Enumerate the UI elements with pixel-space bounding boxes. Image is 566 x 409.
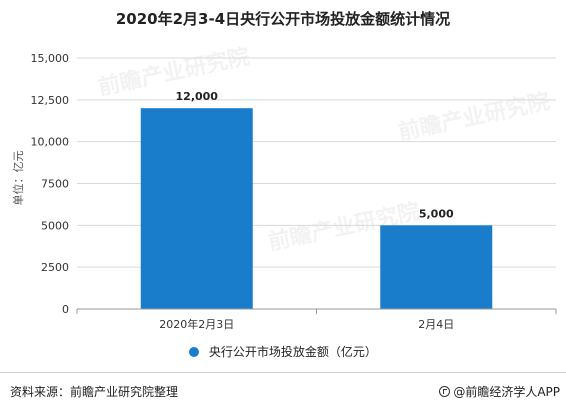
y-tick-label: 7500 [41, 178, 69, 191]
bars: 12,000 5,000 [140, 90, 493, 309]
watermark-3: 前瞻产业研究院 [396, 88, 552, 145]
source-note: 资料来源：前瞻产业研究院整理 [10, 385, 179, 399]
y-tick-label: 2500 [41, 261, 69, 274]
bar-data-label: 12,000 [176, 90, 219, 103]
qianzhan-logo-icon [439, 386, 451, 397]
x-tick-label: 2020年2月3日 [159, 317, 234, 331]
x-axis: 2020年2月3日 2月4日 [76, 308, 557, 331]
y-tick-label: 15,000 [31, 52, 70, 65]
footer-divider [0, 372, 566, 373]
legend-label: 央行公开市场投放金额（亿元） [208, 345, 377, 359]
chart-title: 2020年2月3-4日央行公开市场投放金额统计情况 [115, 10, 451, 28]
legend-marker [189, 346, 200, 357]
y-tick-label: 5000 [41, 219, 69, 232]
brand-credit: @前瞻经济学人APP [439, 383, 560, 400]
y-tick-label: 12,500 [31, 94, 70, 107]
legend: 央行公开市场投放金额（亿元） [0, 343, 566, 360]
y-axis-ticks: 0 2500 5000 7500 10,000 12,500 15,000 [31, 52, 70, 316]
y-tick-label: 0 [62, 303, 69, 316]
bar [380, 225, 493, 309]
y-tick-label: 10,000 [31, 136, 70, 149]
y-axis-label: 单位：亿元 [12, 150, 25, 206]
bar-data-label: 5,000 [419, 207, 454, 220]
bar [140, 108, 253, 309]
watermark-1: 前瞻产业研究院 [96, 43, 252, 100]
x-tick-label: 2月4日 [418, 318, 454, 331]
brand-credit-text: @前瞻经济学人APP [453, 385, 560, 399]
